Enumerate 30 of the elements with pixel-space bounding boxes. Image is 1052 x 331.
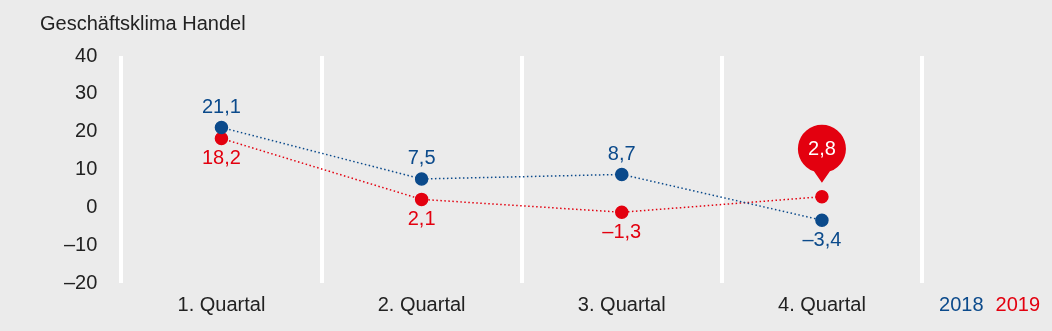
data-label: 2,8	[808, 137, 836, 160]
y-tick-label: 30	[75, 81, 98, 104]
y-tick-label: 0	[86, 194, 98, 217]
chart-title: Geschäftsklima Handel	[40, 11, 246, 34]
x-tick-label: 4. Quartal	[778, 292, 866, 315]
text: 2019	[995, 292, 1041, 315]
x-tick-label: 2. Quartal	[377, 292, 466, 315]
point	[815, 213, 829, 227]
point	[615, 167, 629, 182]
data-label: 18,2	[201, 145, 241, 168]
y-tick-label: –20	[63, 270, 98, 293]
y-tick-label: 20	[75, 119, 98, 142]
data-label: 7,5	[407, 146, 436, 169]
data-label: 8,7	[607, 141, 636, 164]
point	[615, 205, 629, 219]
y-tick-label: 10	[75, 157, 98, 180]
x-tick-label: 3. Quartal	[577, 292, 666, 315]
point	[815, 189, 829, 204]
point	[214, 120, 229, 135]
point	[414, 192, 429, 207]
data-label: 2,1	[407, 206, 436, 229]
y-tick-label: –10	[63, 232, 98, 255]
point	[414, 172, 429, 186]
x-tick-label: 1. Quartal	[177, 292, 266, 315]
y-tick-label: 40	[75, 43, 98, 66]
data-label: –1,3	[602, 219, 642, 242]
point	[214, 131, 229, 146]
data-label: –3,4	[802, 227, 842, 250]
text: 2018	[939, 292, 984, 315]
data-label: 21,1	[201, 95, 241, 118]
